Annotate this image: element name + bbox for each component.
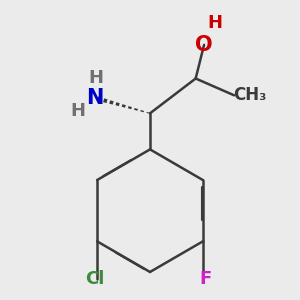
Text: Cl: Cl (85, 270, 104, 288)
Text: H: H (207, 14, 222, 32)
Text: H: H (88, 70, 104, 88)
Text: O: O (195, 35, 213, 55)
Text: CH₃: CH₃ (233, 86, 266, 104)
Text: F: F (199, 270, 212, 288)
Text: N: N (86, 88, 104, 108)
Text: H: H (70, 102, 86, 120)
